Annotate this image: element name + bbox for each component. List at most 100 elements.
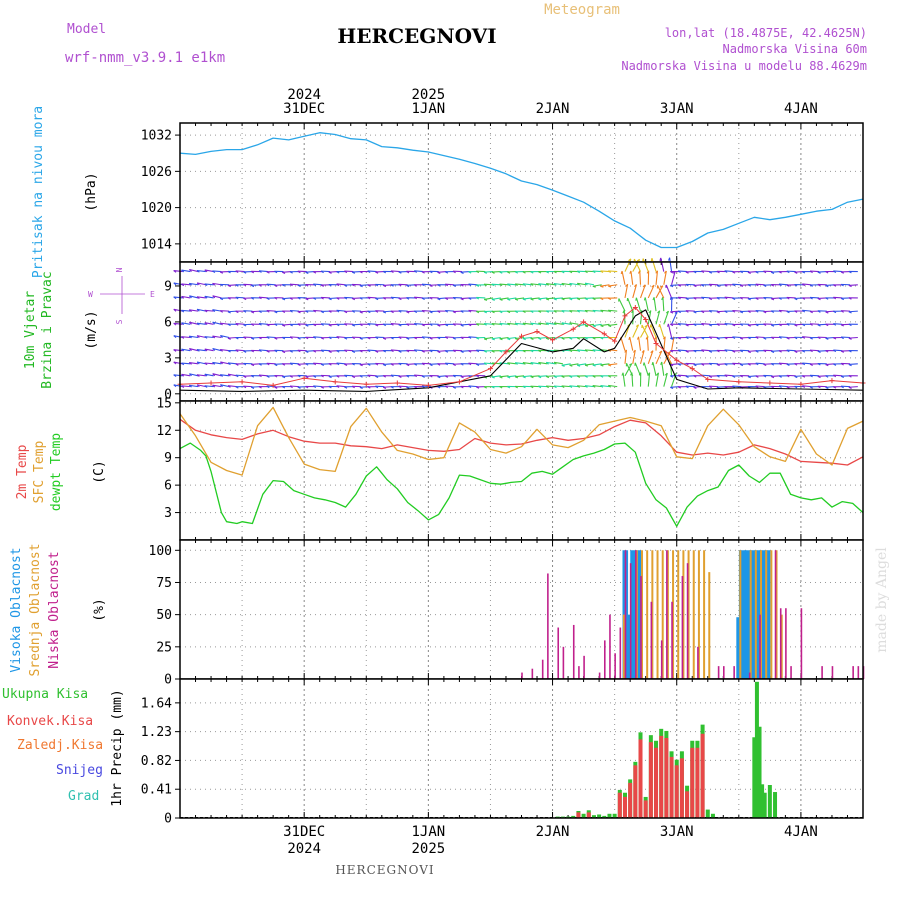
- wind-arrow-head: [204, 295, 208, 299]
- wind-arrow-head: [685, 385, 689, 389]
- bottom-day-label: 4JAN: [784, 824, 818, 840]
- wind-arrow: [336, 283, 346, 286]
- wind-arrow-head: [351, 324, 356, 327]
- wind-arrow: [592, 363, 602, 366]
- wind-arrow: [630, 270, 634, 285]
- precip-frame: [179, 678, 864, 819]
- wind-arrow-head: [173, 322, 177, 326]
- wind-arrow: [437, 323, 447, 326]
- wind-arrow: [289, 283, 300, 286]
- bottom-day-label: 3JAN: [660, 824, 694, 840]
- wind-arrow-head: [584, 337, 588, 340]
- precip-y-tick-label: 0.82: [141, 754, 172, 769]
- wind-arrow-head: [468, 336, 472, 339]
- wind-arrow-head: [561, 385, 565, 389]
- wind-arrow-head: [390, 363, 394, 366]
- wind-arrow-head: [390, 323, 394, 326]
- wind-arrow: [624, 284, 629, 299]
- pressure-y-tick-label: 1026: [141, 165, 172, 180]
- wind-arrow: [771, 375, 781, 378]
- wind-arrow-head: [274, 386, 278, 389]
- wind-arrow: [328, 271, 338, 273]
- wind-arrow-head: [817, 324, 821, 327]
- wind-arrow: [359, 336, 369, 339]
- wind-arrow: [313, 309, 323, 312]
- wind-arrow: [507, 336, 517, 340]
- wind-arrow: [663, 310, 669, 325]
- wind-arrow-head: [281, 284, 286, 287]
- wind-arrow-head: [204, 373, 208, 377]
- wind-arrow: [655, 372, 660, 387]
- wind-arrow: [499, 283, 509, 286]
- wind-arrow-head: [476, 386, 480, 389]
- temperature-unit: (C): [92, 460, 107, 483]
- wind-arrow-head: [801, 362, 806, 366]
- wind-arrow-head: [584, 325, 589, 328]
- wind-arrow-head: [747, 284, 751, 287]
- wind-arrow-head: [514, 338, 519, 341]
- wind-arrow: [569, 282, 579, 286]
- wind-arrow-head: [468, 350, 472, 353]
- wind-arrow-head: [460, 375, 464, 379]
- wind-arrow: [530, 361, 540, 365]
- wind-gust-marker: [767, 380, 773, 386]
- wind-arrow-head: [607, 309, 612, 313]
- wind-arrow-head: [538, 385, 542, 389]
- total-precip-bar: [773, 792, 778, 818]
- wind-arrow-head: [382, 350, 387, 353]
- wind-arrow-head: [708, 324, 713, 327]
- wind-gust-marker: [798, 381, 804, 387]
- wind-arrow: [664, 351, 673, 365]
- wind-arrow-head: [561, 270, 565, 274]
- wind-arrow: [227, 362, 237, 365]
- wind-arrow: [212, 335, 222, 339]
- wind-arrow-head: [297, 297, 301, 300]
- wind-arrow-head: [398, 362, 402, 366]
- wind-arrow: [251, 310, 261, 313]
- wind-arrow-head: [600, 309, 604, 313]
- wind-arrow-head: [825, 364, 829, 367]
- wind-arrow: [638, 336, 642, 351]
- wind-arrow-head: [204, 269, 208, 273]
- wind-arrow-head: [250, 386, 255, 389]
- wind-arrow: [344, 270, 354, 273]
- wind-arrow-head: [670, 271, 674, 274]
- wind-arrow-head: [809, 284, 813, 287]
- wind-arrow-head: [755, 323, 759, 327]
- wind-arrow-head: [514, 271, 519, 274]
- wind-arrow: [282, 297, 292, 300]
- wind-arrow-head: [538, 337, 542, 340]
- wind-arrow-head: [786, 363, 790, 367]
- wind-arrow: [810, 374, 820, 377]
- model-label: Model: [67, 22, 106, 37]
- wind-arrow-head: [351, 385, 355, 389]
- wind-arrow: [663, 372, 668, 387]
- wind-arrow-head: [770, 310, 775, 313]
- top-day-label: 2JAN: [536, 101, 570, 117]
- total-precip-bar: [767, 785, 772, 818]
- wind-arrow-head: [809, 296, 813, 300]
- wind-arrow-head: [375, 310, 379, 313]
- wind-arrow-head: [297, 337, 301, 340]
- wind-arrow-head: [320, 297, 324, 300]
- temperature-panel: 3 6 9 12 15: [156, 396, 864, 541]
- wind-arrow-head: [685, 297, 689, 301]
- wind-arrow-head: [305, 350, 309, 354]
- wind-arrow: [848, 363, 858, 366]
- wind-arrow-head: [592, 325, 596, 328]
- wind-arrow-head: [382, 363, 387, 367]
- wind-arrow-head: [607, 385, 612, 388]
- wind-gust-marker: [519, 333, 524, 339]
- wind-arrow-head: [825, 350, 829, 353]
- wind-arrow: [445, 385, 455, 388]
- bottom-year-label: 2024: [287, 841, 321, 857]
- wind-arrow-head: [289, 297, 293, 300]
- wind-arrow: [251, 284, 261, 286]
- wind-arrow-head: [282, 350, 286, 354]
- wind-arrow: [650, 324, 657, 338]
- wind-arrow-head: [181, 348, 185, 352]
- wind-arrow-head: [336, 271, 340, 274]
- wind-arrow-head: [530, 322, 534, 326]
- wind-arrow-head: [724, 349, 728, 353]
- wind-arrow-head: [507, 376, 511, 379]
